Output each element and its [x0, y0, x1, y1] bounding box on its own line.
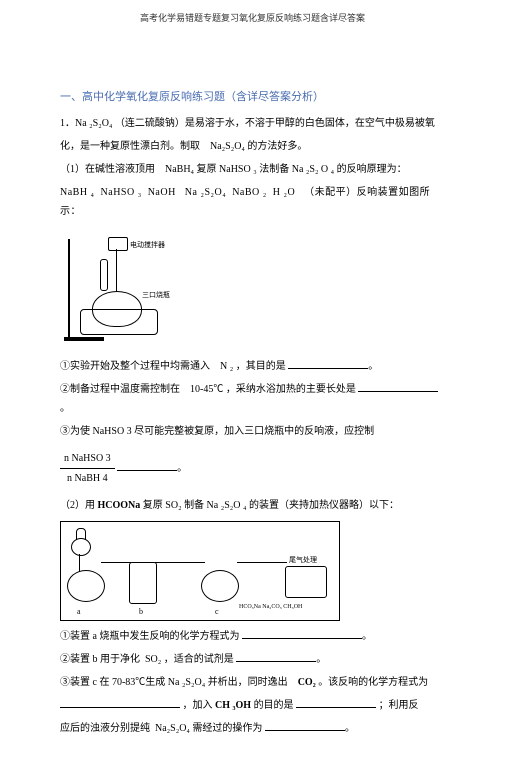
text-11b: 并析出，同时逸出 [208, 677, 288, 688]
label-b: b [139, 604, 143, 619]
text-10b: ，适合的试剂是 [164, 654, 234, 665]
formula-sub4: ₂S₂O ₄ [221, 500, 249, 511]
text-11c: 。该反响的化学方程式为 [318, 677, 428, 688]
apparatus-diagram-1: 电动搅拌器 三口烧瓶 [60, 229, 180, 349]
question-a1: ①装置 a 烧瓶中发生反响的化学方程式为 。 [60, 627, 445, 646]
formula-n2: N ₂ [220, 361, 233, 372]
section-title: 一、高中化学氧化复原反响练习题（含详尽答案分析） [60, 87, 445, 108]
formula-so2-2: SO₂ [145, 654, 161, 665]
formula-na2s2o4: Na₂S₂O₄ [210, 141, 245, 152]
paragraph-2: 化，是一种复原性漂白剂。制取 Na₂S₂O₄ 的方法好多。 [60, 137, 445, 156]
stand-base [64, 337, 104, 341]
reagent-label: HCO₃Na Na₂CO₃ CH₃OH [239, 602, 302, 613]
formula-sub: ₂S₂O₄ [89, 118, 112, 129]
tail-gas-label: 尾气处理 [289, 554, 317, 567]
blank-7 [296, 697, 376, 708]
text-11a: ③装置 c 在 70-83℃生成 Na [60, 677, 179, 688]
temp-range: 10-45℃ [190, 384, 223, 395]
apparatus-diagram-2: a b c 尾气处理 HCO₃Na Na₂CO₃ CH₃OH [60, 521, 340, 621]
text-3d: 的反响原理为： [337, 164, 407, 175]
label-a: a [77, 604, 81, 619]
flask-a [67, 570, 105, 602]
text-6a: ②制备过程中温度需控制在 [60, 384, 180, 395]
question-a3b: ，加入 CH ₃OH 的目的是 ；利用反 [60, 696, 445, 715]
flask-label: 三口烧瓶 [142, 289, 170, 302]
formula-na2s2o4-2: Na₂S₂O₄ [155, 723, 190, 734]
wash-bottle-b [129, 562, 157, 604]
paragraph-3: （1）在碱性溶液顶用 NaBH₄ 复原 NaHSO ₃ 法制备 Na ₂S₂ O… [60, 160, 445, 179]
document-page: 高考化学易错题专题复习氧化复原反响练习题含详尽答案 一、高中化学氧化复原反响练习… [0, 0, 505, 772]
sep-funnel-stem [79, 554, 80, 572]
text-6b: ，采纳水浴加热的主要长处是 [226, 384, 356, 395]
question-a3c: 应后的浊液分别提纯 Na₂S₂O₄ 需经过的操作为 。 [60, 719, 445, 738]
question-1: ①实验开始及整个过程中均需通入 N ₂ ，其目的是 。 [60, 357, 445, 376]
text-2b: 的方法好多。 [247, 141, 307, 152]
water-bath [80, 309, 158, 335]
blank-2 [358, 381, 438, 392]
tail-gas-box [285, 566, 327, 598]
text-13a: 应后的浊液分别提纯 [60, 723, 150, 734]
text-12c: ；利用反 [379, 700, 419, 711]
text-12b: 的目的是 [254, 700, 294, 711]
formula-sub2: ₂S₂ O ₄ [306, 164, 337, 175]
text-1b: （连二硫酸钠）是易溶于水，不溶于甲醇的白色固体，在空气中极易被氧 [115, 118, 435, 129]
sep-funnel-bulb [71, 538, 91, 556]
text-4: （未配平）反响装置如图所示： [60, 187, 430, 217]
document-header: 高考化学易错题专题复习氧化复原反响练习题含详尽答案 [60, 10, 445, 27]
connector-1 [101, 562, 131, 563]
formula-nabh4: NaBH₄ [165, 164, 194, 175]
text-3b: 复原 NaHSO [197, 164, 251, 175]
fraction-numerator: n NaHSO 3 [60, 449, 115, 469]
blank-3 [117, 460, 177, 471]
blank-4 [242, 628, 362, 639]
question-3: ③为使 NaHSO 3 尽可能完整被复原，加入三口烧瓶中的反响液，应控制 [60, 422, 445, 441]
motor-box [108, 237, 128, 251]
text-9: ①装置 a 烧瓶中发生反响的化学方程式为 [60, 631, 239, 642]
formula-ch3oh: CH ₃OH [215, 700, 251, 711]
fraction-denominator: n NaBH 4 [60, 469, 115, 488]
blank-1 [288, 358, 368, 369]
formula-hcoona: HCOONa [98, 500, 141, 511]
text-5a: ①实验开始及整个过程中均需通入 [60, 361, 210, 372]
text-1a: 1．Na [60, 118, 87, 129]
formula-co2: CO₂ [298, 677, 316, 688]
formula-so2-1: SO₂ [165, 500, 181, 511]
motor-label: 电动搅拌器 [130, 239, 165, 252]
text-3c: 法制备 Na [259, 164, 303, 175]
label-c: c [215, 604, 219, 619]
question-a2: ②装置 b 用于净化 SO₂ ，适合的试剂是 。 [60, 650, 445, 669]
question-2: ②制备过程中温度需控制在 10-45℃ ，采纳水浴加热的主要长处是 。 [60, 380, 445, 418]
blank-6 [60, 697, 180, 708]
text-13b: 需经过的操作为 [192, 723, 262, 734]
blank-8 [265, 720, 345, 731]
paragraph-1: 1．Na ₂S₂O₄ （连二硫酸钠）是易溶于水，不溶于甲醇的白色固体，在空气中极… [60, 114, 445, 133]
formula-sub5: ₂S₂O₄ [182, 677, 208, 688]
fraction-ratio: n NaHSO 3 n NaBH 4 [60, 449, 115, 488]
question-a3: ③装置 c 在 70-83℃生成 Na ₂S₂O₄ 并析出，同时逸出 CO₂ 。… [60, 673, 445, 692]
text-10a: ②装置 b 用于净化 [60, 654, 140, 665]
funnel-tube [100, 259, 108, 291]
text-12a: ，加入 [183, 700, 213, 711]
connector-3 [237, 562, 287, 563]
text-7: ③为使 NaHSO 3 尽可能完整被复原，加入三口烧瓶中的反响液，应控制 [60, 426, 374, 437]
equation-line: NaBH ₄ NaHSO ₃ NaOH Na ₂S₂O₄ NaBO ₂ H ₂O… [60, 183, 445, 221]
text-3a: （1）在碱性溶液顶用 [60, 164, 155, 175]
paragraph-8: （2）用 HCOONa 复原 SO₂ 制备 Na ₂S₂O ₄ 的装置（夹持加热… [60, 496, 445, 515]
text-5b: ，其目的是 [236, 361, 286, 372]
blank-5 [236, 651, 316, 662]
text-8d: 的装置（夹持加热仪器略）以下： [249, 500, 399, 511]
text-2a: 化，是一种复原性漂白剂。制取 [60, 141, 200, 152]
text-8c: 制备 Na [184, 500, 218, 511]
connector-2 [155, 562, 205, 563]
text-8a: （2）用 [60, 500, 95, 511]
flask-c [201, 570, 239, 602]
text-8b: 复原 [143, 500, 163, 511]
stand-pole [68, 239, 70, 339]
formula-sub3: ₃ [253, 164, 257, 175]
